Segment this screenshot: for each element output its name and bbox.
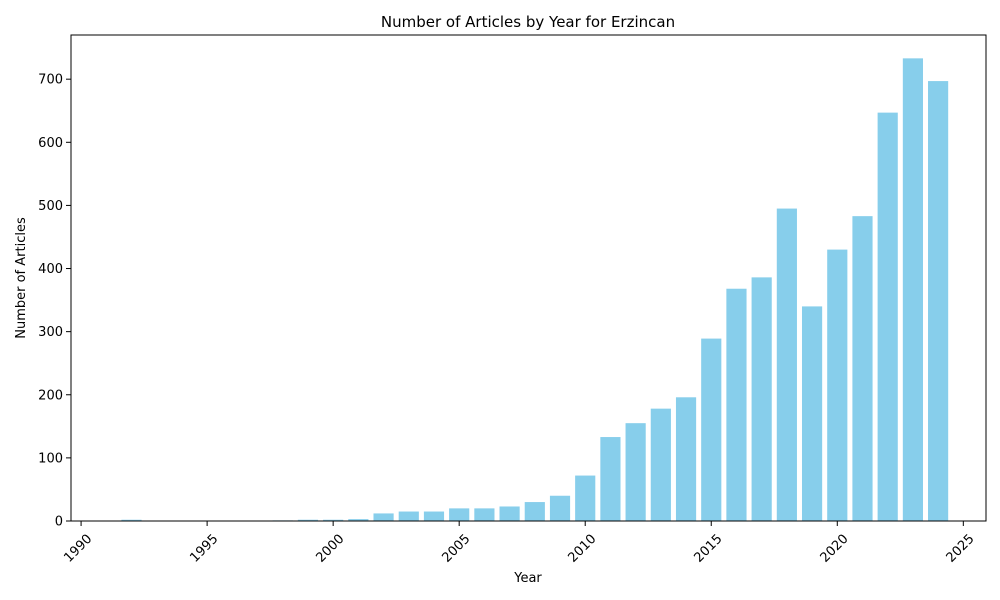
bar-2014 — [675, 397, 697, 521]
bar-2016 — [726, 288, 747, 521]
bar-2009 — [549, 495, 571, 521]
bar-2013 — [650, 408, 671, 521]
x-tick-label: 2010 — [565, 532, 599, 566]
bar-2002 — [373, 513, 394, 521]
x-tick-label: 2025 — [944, 532, 978, 566]
y-tick-label: 300 — [38, 325, 63, 340]
chart-title: Number of Articles by Year for Erzincan — [381, 13, 675, 31]
y-tick-label: 200 — [38, 388, 63, 403]
x-tick-label: 2020 — [818, 532, 852, 566]
bar-2021 — [852, 216, 873, 521]
bar-2019 — [801, 306, 823, 521]
y-tick-label: 100 — [38, 451, 63, 466]
bar-2008 — [524, 502, 545, 521]
bar-2001 — [348, 519, 369, 521]
bar-2003 — [398, 511, 419, 521]
y-tick-label: 400 — [38, 262, 63, 277]
bars-group — [121, 58, 949, 521]
x-tick-label: 1990 — [61, 532, 95, 566]
bar-2017 — [751, 277, 772, 521]
bar-2023 — [902, 58, 923, 521]
plot-frame — [70, 34, 987, 522]
bar-2010 — [575, 475, 596, 521]
bar-1992 — [121, 519, 142, 521]
y-tick-label: 0 — [55, 515, 63, 530]
bar-2007 — [499, 506, 520, 521]
x-tick-label: 2005 — [439, 532, 473, 566]
bar-2006 — [474, 508, 495, 521]
bar-2005 — [449, 508, 470, 521]
bar-1999 — [297, 519, 319, 521]
y-tick-label: 500 — [38, 199, 63, 214]
x-tick-label: 2000 — [313, 532, 347, 566]
bar-2004 — [423, 511, 445, 521]
bar-2011 — [600, 437, 621, 521]
y-tick-label: 600 — [38, 136, 63, 151]
x-axis-title: Year — [513, 571, 542, 586]
y-axis-title: Number of Articles — [14, 217, 29, 339]
x-axis: 1990 1995 2000 2005 2010 2015 2020 2025 — [61, 521, 978, 566]
x-tick-label: 1995 — [187, 532, 221, 566]
y-axis: 0 100 200 300 400 500 600 700 — [38, 73, 71, 530]
bar-2022 — [877, 112, 898, 521]
bar-2015 — [701, 338, 722, 521]
y-tick-label: 700 — [38, 73, 63, 88]
bar-2020 — [827, 249, 848, 521]
bar-2018 — [776, 208, 797, 521]
x-tick-label: 2015 — [692, 532, 726, 566]
bar-2000 — [323, 519, 344, 521]
bar-2012 — [625, 423, 646, 521]
bar-2024 — [928, 81, 949, 521]
